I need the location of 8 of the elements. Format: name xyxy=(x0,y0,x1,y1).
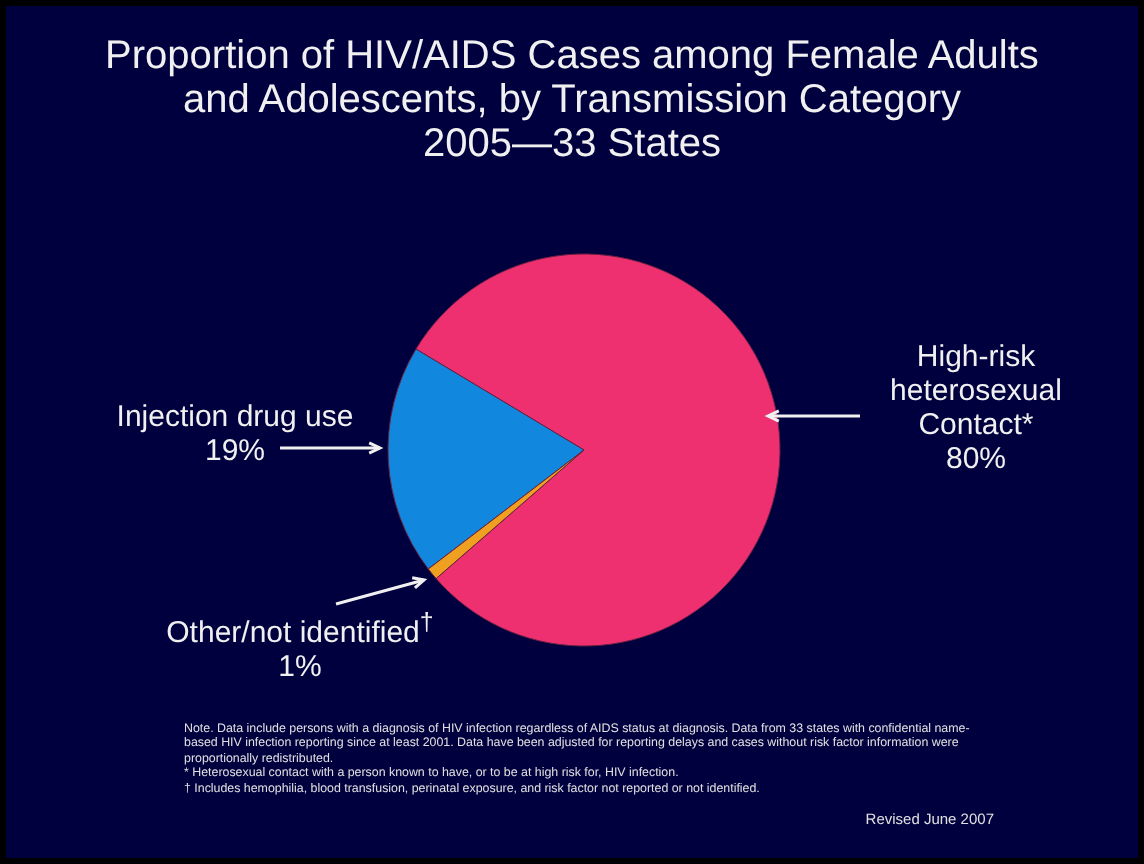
slice-label: High-risk heterosexual Contact* xyxy=(888,340,1064,442)
slice-label: Other/not identified$^{†}$ xyxy=(164,606,436,650)
data-label: 1% xyxy=(276,650,324,684)
data-label: 19% xyxy=(202,434,268,468)
data-label: 80% xyxy=(943,442,1009,476)
chart-subtitle: 2005—33 States xyxy=(421,122,723,166)
chart-title: Proportion of HIV/AIDS Cases among Female Adults and Adolescents, by Transmission Category xyxy=(103,34,1041,122)
slice-label: Injection drug use xyxy=(114,400,356,434)
